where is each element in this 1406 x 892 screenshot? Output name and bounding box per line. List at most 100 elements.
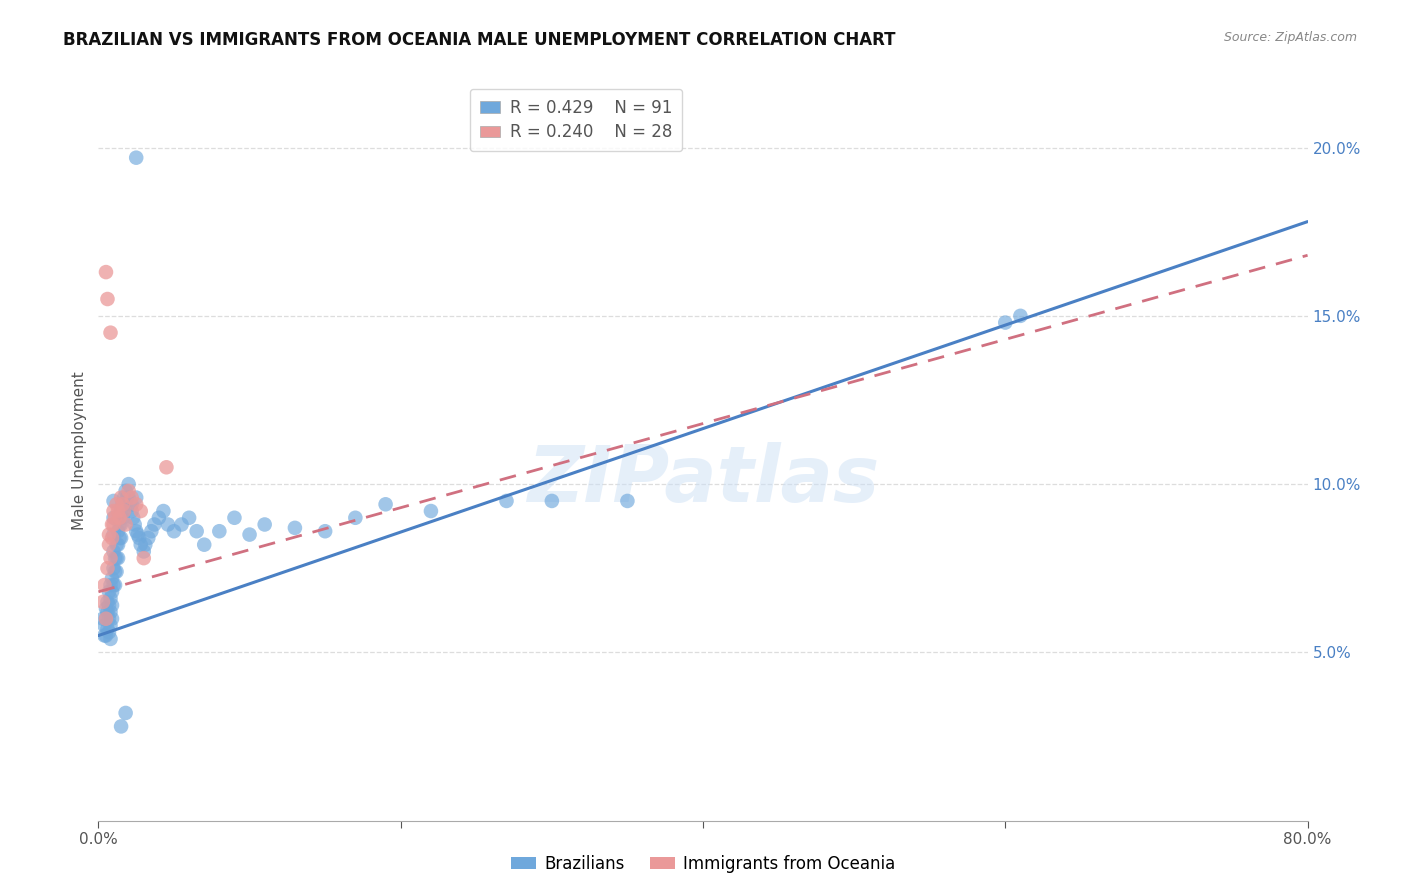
Point — [163, 524, 186, 539]
Point — [128, 531, 150, 545]
Point — [93, 578, 115, 592]
Point — [114, 517, 136, 532]
Point — [110, 719, 132, 733]
Point — [115, 491, 138, 505]
Point — [103, 527, 125, 541]
Point — [374, 497, 396, 511]
Point — [186, 524, 208, 539]
Point — [101, 517, 124, 532]
Point — [98, 612, 121, 626]
Point — [98, 527, 121, 541]
Point — [96, 605, 118, 619]
Point — [118, 477, 141, 491]
Text: ZIPatlas: ZIPatlas — [527, 442, 879, 518]
Point — [495, 494, 517, 508]
Point — [110, 491, 132, 505]
Point — [94, 628, 117, 642]
Point — [193, 538, 215, 552]
Point — [127, 527, 149, 541]
Text: Source: ZipAtlas.com: Source: ZipAtlas.com — [1223, 31, 1357, 45]
Point — [101, 584, 124, 599]
Point — [94, 601, 117, 615]
Point — [100, 578, 122, 592]
Point — [108, 531, 131, 545]
Point — [540, 494, 562, 508]
Point — [125, 151, 148, 165]
Point — [114, 706, 136, 720]
Point — [103, 494, 125, 508]
Point — [107, 551, 129, 566]
Point — [93, 618, 115, 632]
Point — [94, 612, 117, 626]
Point — [100, 605, 122, 619]
Point — [224, 510, 246, 524]
Point — [129, 504, 152, 518]
Point — [104, 510, 127, 524]
Point — [104, 565, 127, 579]
Point — [91, 612, 114, 626]
Point — [239, 527, 262, 541]
Point — [112, 504, 135, 518]
Point — [108, 510, 131, 524]
Point — [994, 316, 1017, 330]
Point — [170, 517, 193, 532]
Point — [132, 544, 155, 558]
Point — [1010, 309, 1032, 323]
Point — [98, 584, 121, 599]
Point — [111, 497, 134, 511]
Point — [103, 504, 125, 518]
Point — [179, 510, 201, 524]
Legend: Brazilians, Immigrants from Oceania: Brazilians, Immigrants from Oceania — [505, 848, 901, 880]
Point — [344, 510, 367, 524]
Point — [420, 504, 443, 518]
Point — [103, 517, 125, 532]
Point — [112, 504, 135, 518]
Point — [91, 595, 114, 609]
Point — [101, 612, 124, 626]
Point — [253, 517, 276, 532]
Point — [132, 551, 155, 566]
Point — [125, 491, 148, 505]
Point — [100, 618, 122, 632]
Point — [125, 497, 148, 511]
Point — [103, 578, 125, 592]
Point — [124, 517, 146, 532]
Point — [121, 504, 143, 518]
Legend: R = 0.429    N = 91, R = 0.240    N = 28: R = 0.429 N = 91, R = 0.240 N = 28 — [470, 88, 682, 152]
Point — [121, 497, 143, 511]
Point — [96, 292, 118, 306]
Point — [112, 491, 135, 505]
Point — [284, 521, 307, 535]
Point — [148, 510, 170, 524]
Point — [156, 517, 179, 532]
Point — [101, 531, 124, 545]
Y-axis label: Male Unemployment: Male Unemployment — [72, 371, 87, 530]
Point — [107, 524, 129, 539]
Point — [120, 497, 142, 511]
Point — [111, 510, 134, 524]
Point — [134, 538, 156, 552]
Point — [96, 561, 118, 575]
Point — [136, 531, 159, 545]
Point — [100, 632, 122, 646]
Point — [105, 497, 128, 511]
Point — [100, 591, 122, 606]
Point — [125, 524, 148, 539]
Point — [104, 578, 127, 592]
Point — [110, 531, 132, 545]
Point — [105, 551, 128, 566]
Point — [98, 599, 121, 613]
Point — [616, 494, 638, 508]
Point — [100, 326, 122, 340]
Point — [121, 491, 143, 505]
Point — [96, 622, 118, 636]
Point — [103, 510, 125, 524]
Point — [122, 510, 145, 524]
Point — [118, 483, 141, 498]
Point — [129, 538, 152, 552]
Point — [100, 551, 122, 566]
Point — [152, 504, 174, 518]
Point — [103, 544, 125, 558]
Point — [103, 561, 125, 575]
Point — [208, 524, 231, 539]
